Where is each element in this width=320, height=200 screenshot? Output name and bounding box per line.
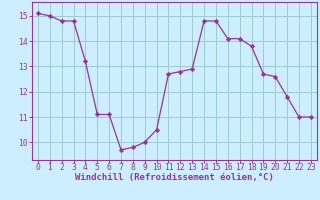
X-axis label: Windchill (Refroidissement éolien,°C): Windchill (Refroidissement éolien,°C) <box>75 173 274 182</box>
